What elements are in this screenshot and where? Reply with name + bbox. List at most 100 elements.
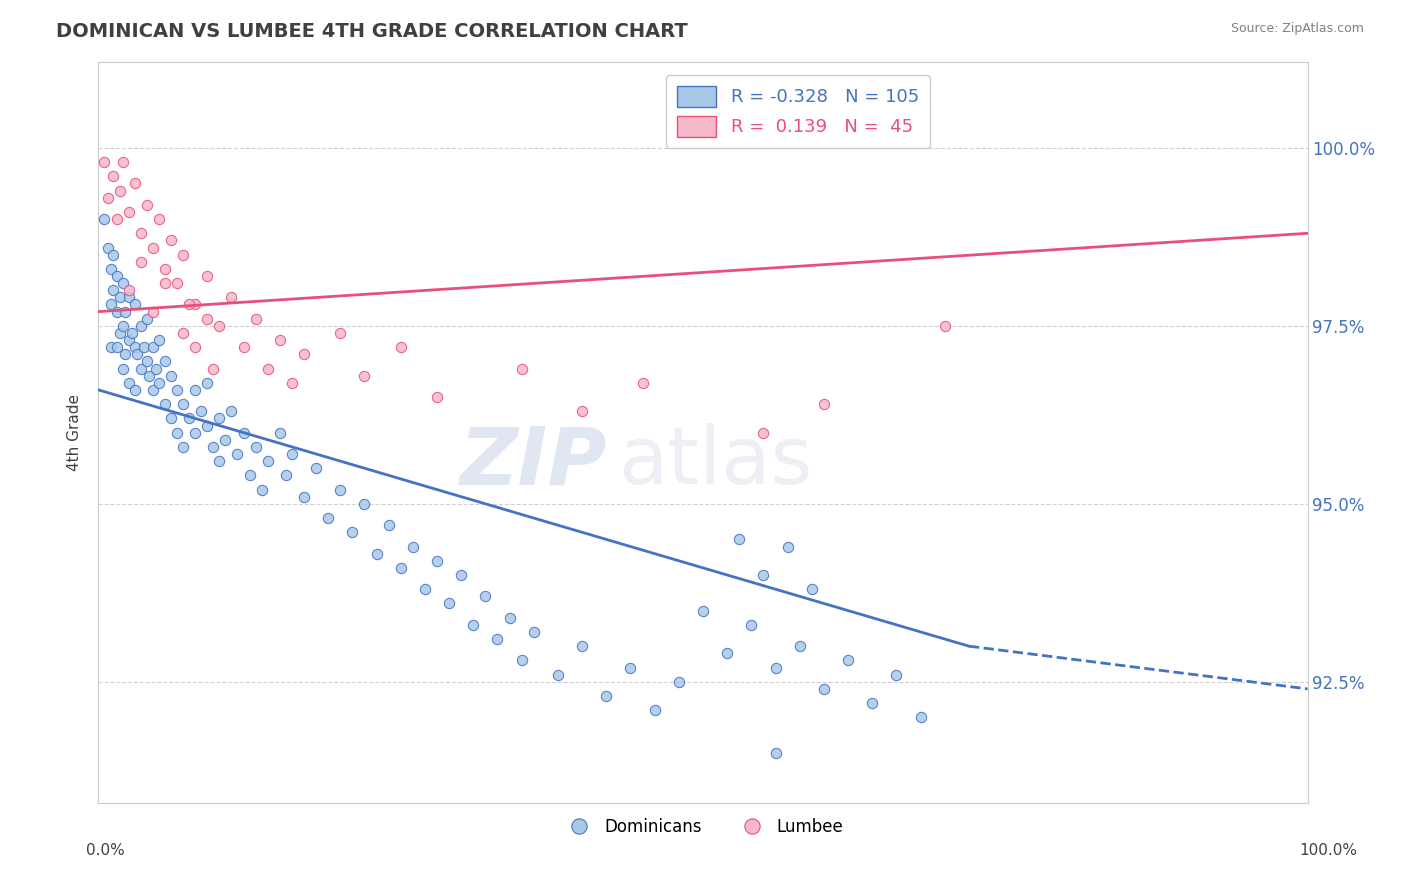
Point [389, 340, 412, 354]
Point [124, 383, 146, 397]
Point [292, 347, 315, 361]
Point [239, 468, 262, 483]
Point [631, 376, 654, 390]
Point [184, 297, 207, 311]
Point [124, 297, 146, 311]
Y-axis label: 4th Grade: 4th Grade [67, 394, 83, 471]
Point [138, 368, 160, 383]
Point [426, 554, 449, 568]
Point [765, 746, 787, 760]
Point [316, 511, 339, 525]
Point [366, 547, 388, 561]
Point [269, 333, 291, 347]
Point [114, 347, 136, 361]
Point [571, 404, 593, 418]
Point [202, 361, 225, 376]
Point [97, 191, 120, 205]
Point [221, 404, 243, 418]
Point [184, 383, 207, 397]
Point [195, 376, 218, 390]
Point [100, 261, 122, 276]
Point [274, 468, 297, 483]
Point [389, 561, 412, 575]
Point [776, 540, 799, 554]
Point [269, 425, 291, 440]
Point [101, 283, 124, 297]
Point [160, 411, 183, 425]
Point [413, 582, 436, 597]
Point [510, 361, 533, 376]
Point [124, 177, 146, 191]
Point [108, 326, 131, 340]
Point [111, 155, 134, 169]
Point [108, 184, 131, 198]
Point [934, 318, 956, 333]
Point [692, 604, 714, 618]
Point [486, 632, 509, 646]
Point [184, 340, 207, 354]
Point [121, 326, 143, 340]
Point [837, 653, 859, 667]
Point [813, 681, 835, 696]
Text: Source: ZipAtlas.com: Source: ZipAtlas.com [1230, 22, 1364, 36]
Point [153, 276, 176, 290]
Point [153, 261, 176, 276]
Point [232, 425, 254, 440]
Point [752, 425, 775, 440]
Point [740, 617, 762, 632]
Point [135, 311, 157, 326]
Point [208, 318, 231, 333]
Point [860, 696, 883, 710]
Point [245, 311, 267, 326]
Point [342, 525, 364, 540]
Point [221, 290, 243, 304]
Point [153, 354, 176, 368]
Point [129, 254, 152, 268]
Point [474, 590, 496, 604]
Point [105, 268, 128, 283]
Point [142, 240, 165, 254]
Point [281, 447, 304, 461]
Point [305, 461, 328, 475]
Point [184, 425, 207, 440]
Point [716, 646, 738, 660]
Point [523, 624, 546, 639]
Point [329, 326, 352, 340]
Point [202, 440, 225, 454]
Point [910, 710, 932, 724]
Point [101, 247, 124, 261]
Point [256, 454, 278, 468]
Point [886, 667, 908, 681]
Point [426, 390, 449, 404]
Point [728, 533, 751, 547]
Legend: Dominicans, Lumbee: Dominicans, Lumbee [555, 811, 851, 843]
Point [498, 611, 520, 625]
Point [124, 340, 146, 354]
Point [134, 340, 156, 354]
Text: atlas: atlas [619, 423, 813, 501]
Text: DOMINICAN VS LUMBEE 4TH GRADE CORRELATION CHART: DOMINICAN VS LUMBEE 4TH GRADE CORRELATIO… [56, 22, 688, 41]
Point [752, 568, 775, 582]
Point [129, 361, 152, 376]
Text: 100.0%: 100.0% [1299, 843, 1358, 858]
Point [114, 304, 136, 318]
Point [510, 653, 533, 667]
Point [93, 212, 115, 227]
Point [190, 404, 212, 418]
Point [179, 297, 201, 311]
Point [148, 333, 170, 347]
Text: ZIP: ZIP [458, 423, 606, 501]
Point [172, 326, 194, 340]
Point [292, 490, 315, 504]
Point [100, 340, 122, 354]
Point [97, 240, 120, 254]
Point [195, 268, 218, 283]
Point [281, 376, 304, 390]
Point [129, 227, 152, 241]
Point [208, 411, 231, 425]
Point [789, 639, 811, 653]
Point [245, 440, 267, 454]
Point [111, 276, 134, 290]
Point [195, 418, 218, 433]
Point [160, 368, 183, 383]
